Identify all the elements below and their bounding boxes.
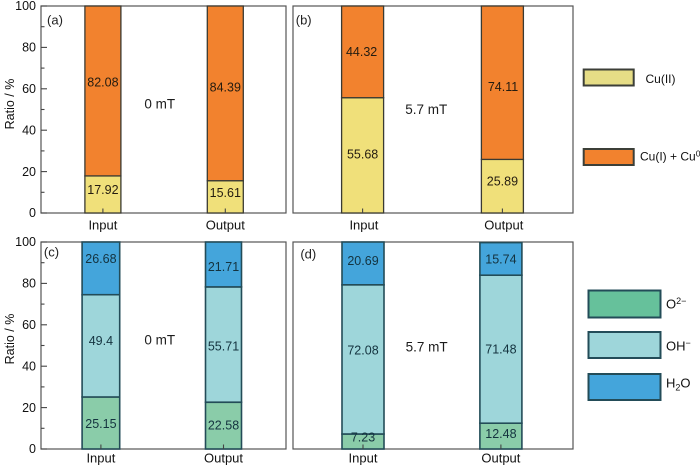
- svg-text:(c): (c): [44, 245, 59, 260]
- svg-text:74.11: 74.11: [488, 80, 518, 94]
- svg-text:5.7 mT: 5.7 mT: [405, 102, 447, 117]
- svg-text:22.58: 22.58: [208, 418, 239, 432]
- svg-text:84.39: 84.39: [210, 80, 241, 94]
- svg-text:(d): (d): [300, 246, 316, 261]
- svg-text:100: 100: [15, 0, 36, 13]
- svg-text:25.15: 25.15: [85, 417, 116, 431]
- svg-text:80: 80: [22, 41, 36, 55]
- svg-text:(b): (b): [296, 12, 312, 27]
- svg-text:26.68: 26.68: [85, 252, 116, 266]
- svg-text:21.71: 21.71: [208, 260, 239, 274]
- svg-text:0 mT: 0 mT: [144, 97, 175, 112]
- svg-text:Output: Output: [484, 217, 523, 232]
- svg-text:20: 20: [22, 165, 36, 179]
- svg-text:0: 0: [29, 206, 36, 220]
- svg-text:20: 20: [22, 401, 36, 415]
- svg-text:40: 40: [22, 123, 36, 137]
- svg-text:17.92: 17.92: [87, 183, 118, 197]
- svg-text:60: 60: [22, 318, 36, 332]
- svg-text:49.4: 49.4: [89, 334, 113, 348]
- svg-text:44.32: 44.32: [346, 45, 377, 59]
- svg-text:60: 60: [22, 82, 36, 96]
- svg-text:72.08: 72.08: [347, 343, 378, 357]
- svg-text:0 mT: 0 mT: [144, 332, 175, 347]
- svg-text:H2O: H2O: [666, 376, 691, 393]
- svg-text:55.68: 55.68: [347, 148, 378, 162]
- svg-text:Ratio / %: Ratio / %: [3, 79, 17, 130]
- svg-text:Input: Input: [349, 217, 378, 232]
- svg-text:Input: Input: [349, 451, 378, 466]
- svg-text:20.69: 20.69: [347, 254, 378, 268]
- svg-text:82.08: 82.08: [87, 75, 118, 89]
- svg-text:100: 100: [15, 235, 36, 249]
- svg-text:Input: Input: [88, 217, 117, 232]
- svg-text:Output: Output: [206, 217, 245, 232]
- svg-text:Input: Input: [86, 451, 115, 466]
- svg-text:5.7 mT: 5.7 mT: [406, 340, 448, 355]
- svg-text:55.71: 55.71: [208, 339, 239, 353]
- svg-text:7.23: 7.23: [351, 430, 375, 444]
- svg-text:(a): (a): [47, 13, 63, 28]
- svg-text:25.89: 25.89: [487, 174, 518, 188]
- svg-text:OH−: OH−: [666, 338, 691, 354]
- svg-text:71.48: 71.48: [485, 342, 516, 356]
- svg-text:80: 80: [22, 277, 36, 291]
- svg-text:15.61: 15.61: [210, 186, 241, 200]
- svg-text:Output: Output: [481, 451, 520, 466]
- svg-text:Ratio / %: Ratio / %: [3, 314, 17, 365]
- svg-text:12.48: 12.48: [485, 427, 516, 441]
- svg-text:Cu(II): Cu(II): [646, 72, 676, 86]
- svg-text:40: 40: [22, 359, 36, 373]
- svg-text:Output: Output: [204, 451, 243, 466]
- svg-text:15.74: 15.74: [485, 252, 516, 266]
- svg-text:0: 0: [29, 442, 36, 456]
- svg-text:Cu(I) + Cu0: Cu(I) + Cu0: [640, 149, 700, 164]
